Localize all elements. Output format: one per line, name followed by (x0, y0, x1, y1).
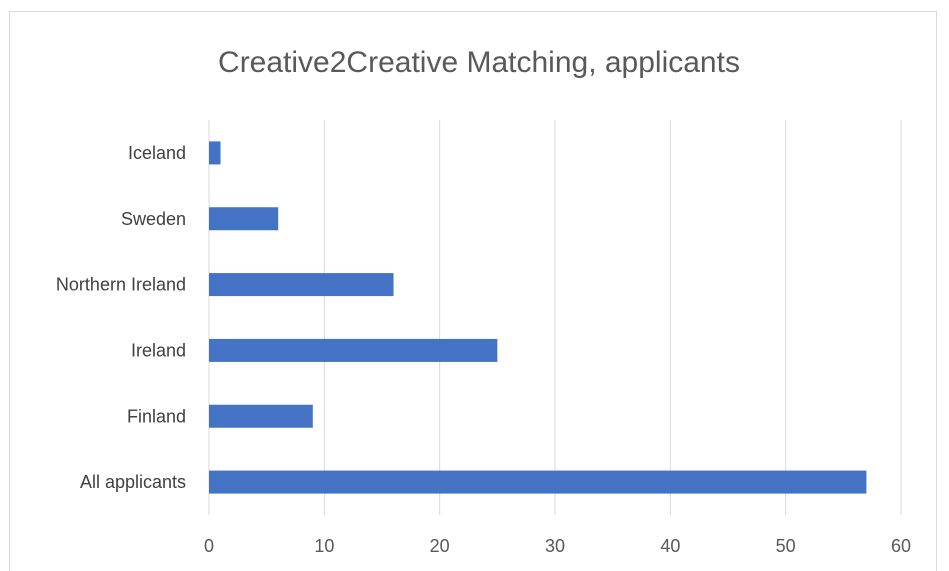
x-tick-label: 10 (314, 536, 334, 556)
x-tick-label: 30 (545, 536, 565, 556)
chart-title: Creative2Creative Matching, applicants (218, 46, 740, 79)
category-label: Ireland (131, 340, 186, 360)
x-tick-label: 60 (891, 536, 911, 556)
bar-iceland (209, 141, 221, 165)
bars (209, 141, 867, 494)
bar-finland (209, 404, 313, 428)
category-label: All applicants (80, 472, 186, 492)
category-label: Sweden (121, 209, 186, 229)
bar-northern-ireland (209, 273, 394, 297)
x-tick-label: 50 (776, 536, 796, 556)
category-label: Northern Ireland (56, 275, 186, 295)
x-axis-tick-labels: 0 10 20 30 40 50 60 (204, 536, 911, 556)
bar-all-applicants (209, 470, 867, 494)
x-tick-label: 20 (430, 536, 450, 556)
x-tick-label: 0 (204, 536, 214, 556)
x-tick-label: 40 (660, 536, 680, 556)
bar-ireland (209, 338, 498, 362)
category-labels: Iceland Sweden Northern Ireland Ireland Finl… (56, 143, 186, 492)
bar-sweden (209, 207, 279, 231)
category-label: Finland (127, 406, 186, 426)
gridlines (208, 120, 902, 515)
category-label: Iceland (128, 143, 186, 163)
